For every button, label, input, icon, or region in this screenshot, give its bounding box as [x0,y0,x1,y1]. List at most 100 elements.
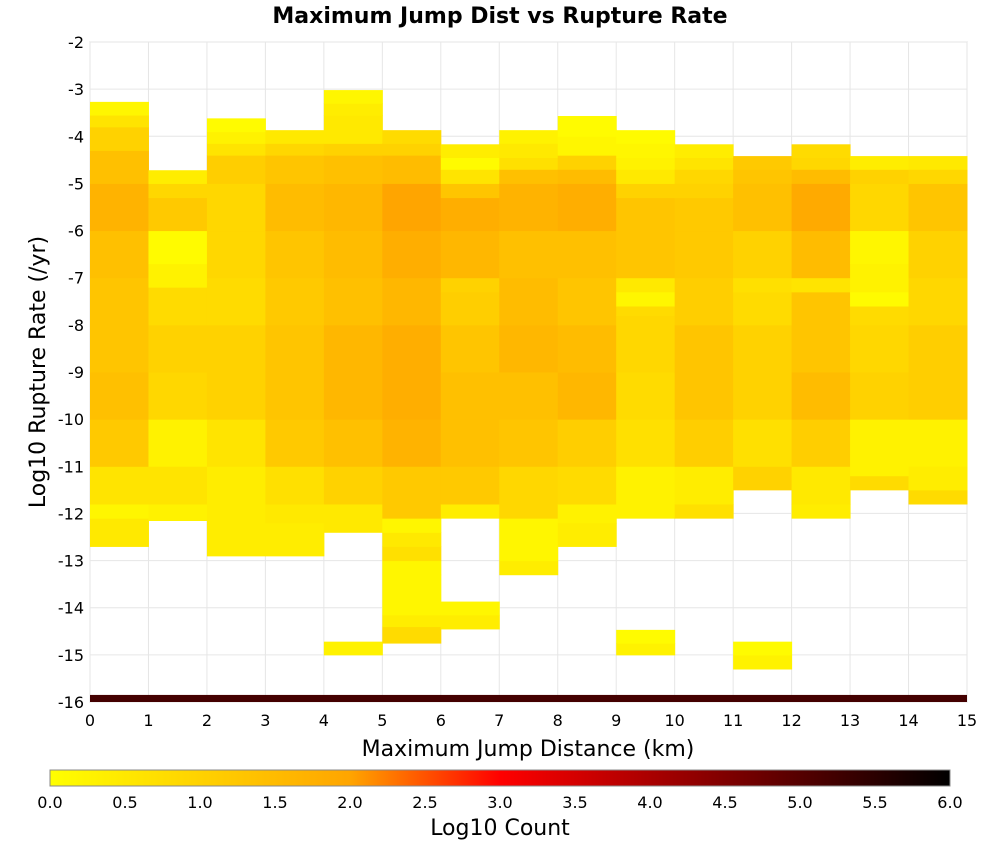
heatmap-cell [440,466,500,505]
heatmap-cell [674,372,734,420]
heatmap-cell [616,643,676,656]
heatmap-cell [733,466,793,491]
x-tick-label: 7 [494,711,504,730]
heatmap-cell [674,183,734,199]
heatmap-cell [499,419,559,467]
colorbar-tick-label: 5.5 [862,793,887,812]
heatmap-cell [733,230,793,279]
heatmap-cell [850,169,910,184]
heatmap-cell [557,372,617,420]
x-tick-label: 5 [377,711,387,730]
heatmap-cell [616,372,676,420]
heatmap-cell [323,103,383,116]
heatmap-cell [440,324,500,373]
colorbar-tick-labels: 0.0 0.5 1.0 1.5 2.0 2.5 3.0 3.5 4.0 4.5 5.0 5.5 6.0 [37,793,962,812]
heatmap-cell [791,324,851,373]
x-tick-label: 2 [202,711,212,730]
heatmap-cell [440,277,500,293]
y-tick-label: -14 [58,599,84,618]
heatmap-cell [616,143,676,158]
heatmap-cell [908,230,968,279]
heatmap-cell [440,291,500,326]
heatmap-cell [674,419,734,467]
heatmap-cell [323,277,383,326]
colorbar [49,769,951,787]
heatmap-cell [440,601,500,616]
heatmap-cell [148,372,208,420]
heatmap-cell [791,183,851,232]
heatmap-cell [850,372,910,420]
y-tick-label: -7 [68,269,84,288]
heatmap-cell [206,230,266,279]
heatmap-cell [616,315,676,326]
heatmap-cell [206,277,266,326]
y-tick-label: -13 [58,552,84,571]
heatmap-cell [674,324,734,373]
heatmap-cell [557,522,617,547]
x-tick-label: 9 [611,711,621,730]
heatmap-cell [499,277,559,326]
heatmap-cell [674,277,734,326]
heatmap-cell [791,504,851,519]
heatmap-cell [733,156,793,170]
heatmap-cell [908,372,968,420]
heatmap-cell [148,324,208,373]
heatmap-cell [382,626,442,644]
heatmap-cell [90,277,149,326]
heatmap-cell [382,130,442,144]
heatmap-cell [791,230,851,279]
heatmap-cell [499,518,559,562]
heatmap-cell [148,504,208,521]
heatmap-cell [674,197,734,232]
heatmap-cell [733,654,793,670]
heatmap-cell [90,115,149,128]
heatmap-cell [733,291,793,326]
heatmap-cell [557,504,617,524]
heatmap-cell [557,116,617,130]
heatmap-cell [850,466,910,477]
heatmap-cell [440,157,500,170]
heatmap-cell [90,101,149,116]
heatmap-cell [148,419,208,467]
heatmap-cell [674,466,734,505]
heatmap-cell [382,614,442,628]
heatmap-cell [265,522,325,557]
colorbar-tick-label: 3.5 [562,793,587,812]
heatmap-cell [791,419,851,467]
colorbar-tick-label: 5.0 [787,793,812,812]
heatmap-cell [791,144,851,158]
heatmap-cell [206,155,266,184]
heatmap-cell [557,230,617,279]
heatmap-cell [674,169,734,184]
colorbar-tick-label: 0.0 [37,793,62,812]
heatmap-cell [557,169,617,184]
heatmap-cell [557,324,617,373]
heatmap-cell [148,197,208,232]
heatmap-cell [616,629,676,644]
heatmap-cell [499,169,559,184]
heatmap-cell [499,183,559,232]
heatmap-cell [616,291,676,307]
heatmap-cell [908,489,968,505]
heatmap-cell [90,372,149,420]
x-tick-label: 8 [553,711,563,730]
heatmap-cell [791,169,851,184]
heatmap-cell [791,291,851,326]
heatmap-cell [850,263,910,293]
heatmap-cell [850,419,910,467]
heatmap-cell [440,614,500,630]
heatmap-cell [382,560,442,576]
heatmap-cell [323,90,383,104]
heatmap-cell [206,419,266,467]
heatmap-cell [499,560,559,576]
heatmap-cell [850,475,910,491]
heatmap-cell [674,504,734,519]
x-tick-labels: 0 1 2 3 4 5 6 7 8 9 10 11 12 13 14 15 [85,711,977,730]
y-tick-label: -5 [68,174,84,193]
colorbar-tick-label: 3.0 [487,793,512,812]
heatmap-cell [323,183,383,232]
heatmap-cell [908,169,968,184]
heatmap-cell [90,150,149,184]
y-tick-label: -4 [68,127,84,146]
heatmap-cell [733,183,793,232]
